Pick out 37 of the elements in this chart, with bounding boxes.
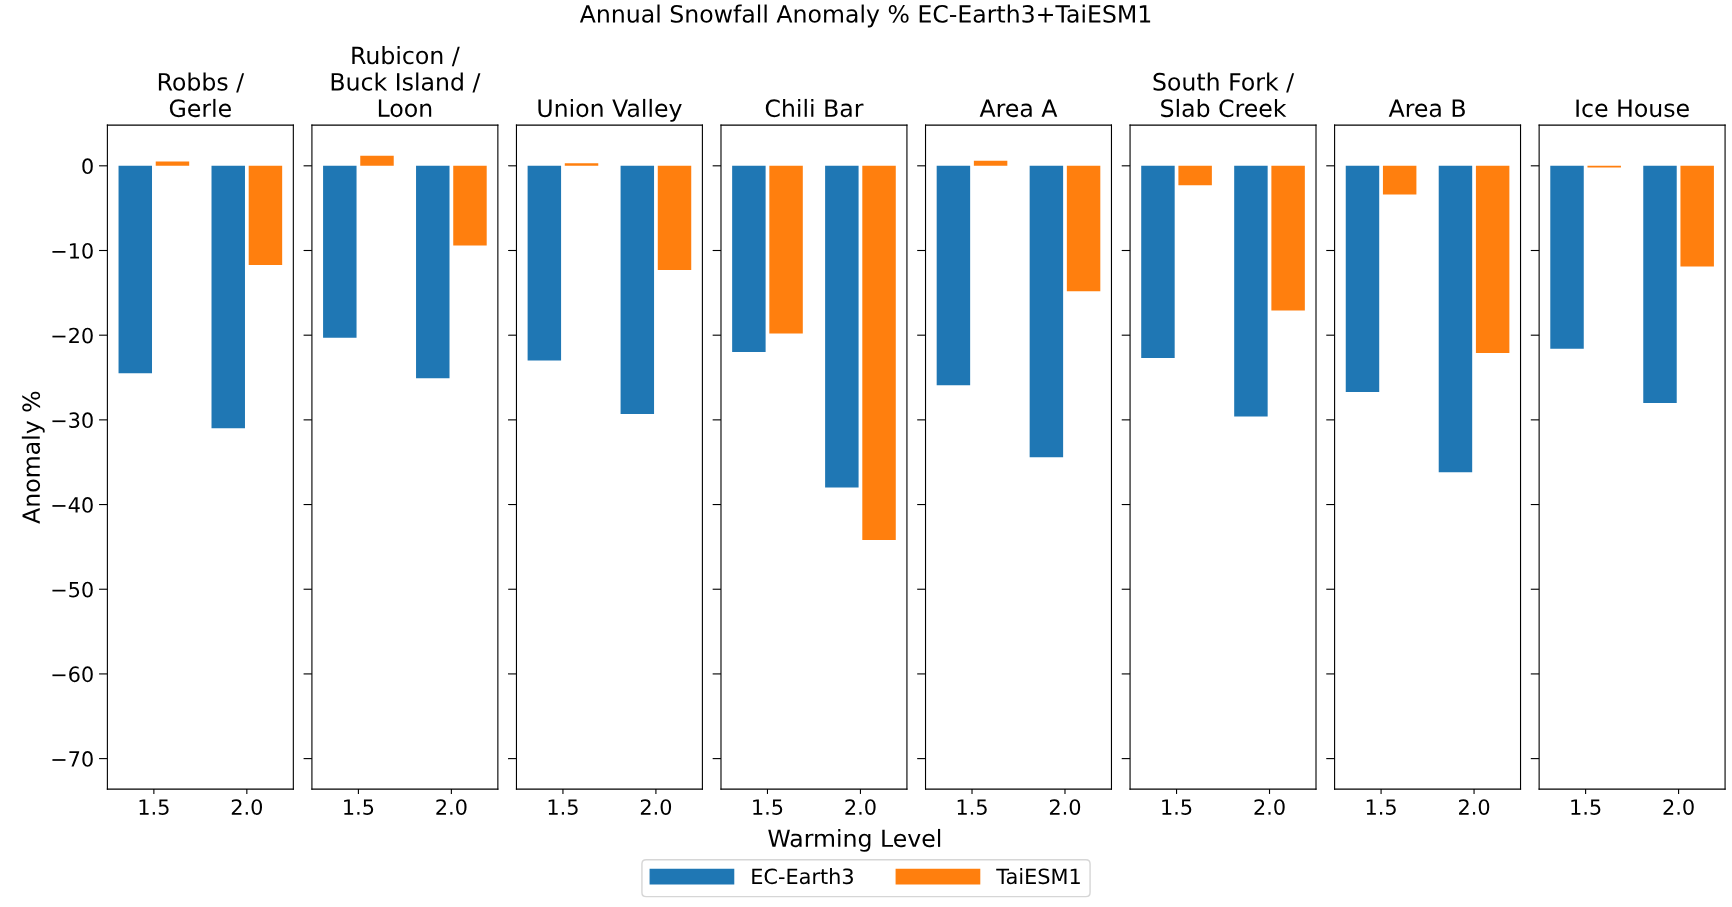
y-axis-title: Anomaly %	[21, 391, 45, 524]
y-tick-label: −20	[52, 327, 93, 344]
x-tick-label: 2.0	[1663, 799, 1694, 815]
x-tick-label: 1.5	[753, 799, 783, 815]
x-tick-label: 2.0	[1254, 799, 1285, 815]
y-tick-label: −30	[52, 412, 93, 429]
chart-title: Area B	[1388, 99, 1465, 118]
x-tick-label: 1.5	[1366, 799, 1396, 815]
x-tick-label: 2.0	[640, 799, 672, 815]
x-tick-label: 1.5	[139, 799, 169, 815]
chart-title: Ice House	[1576, 99, 1689, 118]
y-tick-label: −10	[52, 242, 93, 259]
chart-title: Robbs / Gerle	[158, 72, 245, 118]
x-tick-label: 2.0	[231, 799, 263, 815]
x-tick-label: 1.5	[1162, 799, 1192, 815]
chart-title: South Fork / Slab Creek	[1153, 72, 1295, 118]
legend-label: TaiESM1	[996, 868, 1080, 885]
x-tick-label: 2.0	[1459, 799, 1490, 815]
y-tick-label: −40	[52, 497, 93, 513]
chart-title: Chili Bar	[765, 98, 864, 118]
x-tick-label: 2.0	[436, 799, 467, 815]
y-tick-label: 0	[82, 158, 93, 175]
x-tick-label: 1.5	[548, 799, 578, 815]
y-tick-label: −70	[52, 751, 93, 767]
chart-title: Rubicon / Buck Island / Loon	[331, 46, 481, 118]
y-tick-label: −60	[52, 666, 93, 683]
text: Annual Snowfall Anomaly % EC-Earth3+TaiESM1	[579, 4, 1151, 28]
chart-title: Area A	[979, 99, 1058, 118]
chart-title: Union Valley	[538, 98, 682, 122]
x-tick-label: 1.5	[344, 799, 374, 815]
x-tick-label: 1.5	[957, 799, 987, 815]
x-tick-label: 2.0	[1049, 799, 1081, 815]
legend-label: EC-Earth3	[752, 868, 853, 885]
x-tick-label: 2.0	[845, 799, 876, 815]
x-tick-label: 1.5	[1571, 799, 1601, 815]
y-tick-label: −50	[52, 581, 93, 598]
x-axis-title: Warming Level	[768, 828, 941, 852]
